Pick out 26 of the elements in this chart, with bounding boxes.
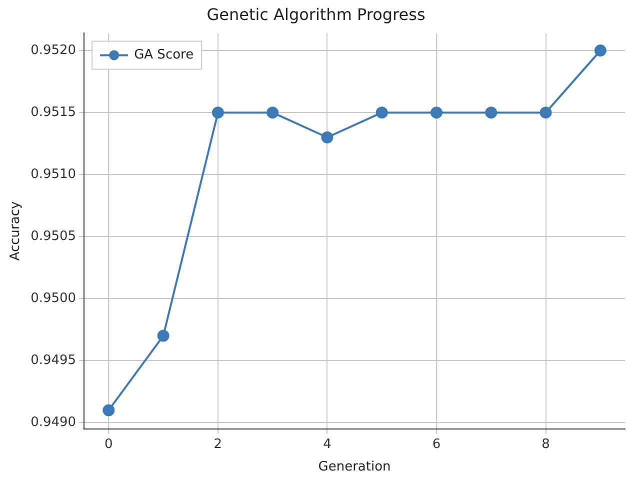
point — [321, 131, 334, 144]
y-tick-label: 0.9500 — [30, 290, 76, 306]
point — [266, 106, 279, 119]
point — [594, 44, 606, 57]
y-tick-label: 0.9505 — [30, 228, 76, 244]
x-tick-label: 8 — [542, 436, 550, 452]
point — [376, 106, 388, 119]
chart-title: Genetic Algorithm Progress — [206, 4, 426, 24]
x-tick-label: 4 — [323, 436, 332, 452]
x-tick-label: 0 — [104, 436, 113, 452]
y-tick-label: 0.9520 — [30, 42, 76, 58]
point — [157, 330, 170, 342]
point — [212, 106, 224, 119]
x-axis-title: Generation — [318, 460, 391, 475]
point — [102, 404, 115, 416]
x-tick-label: 6 — [432, 436, 441, 452]
y-tick-label: 0.9490 — [30, 414, 76, 430]
y-tick-label: 0.9495 — [30, 352, 76, 368]
x-tick-label: 2 — [214, 436, 222, 452]
point — [540, 106, 552, 119]
point — [430, 106, 442, 119]
legend-label: GA Score — [134, 48, 194, 63]
y-tick-label: 0.9510 — [30, 166, 76, 182]
y-axis-title: Accuracy — [8, 201, 24, 261]
y-tick-label: 0.9515 — [30, 104, 76, 120]
point — [485, 106, 498, 119]
